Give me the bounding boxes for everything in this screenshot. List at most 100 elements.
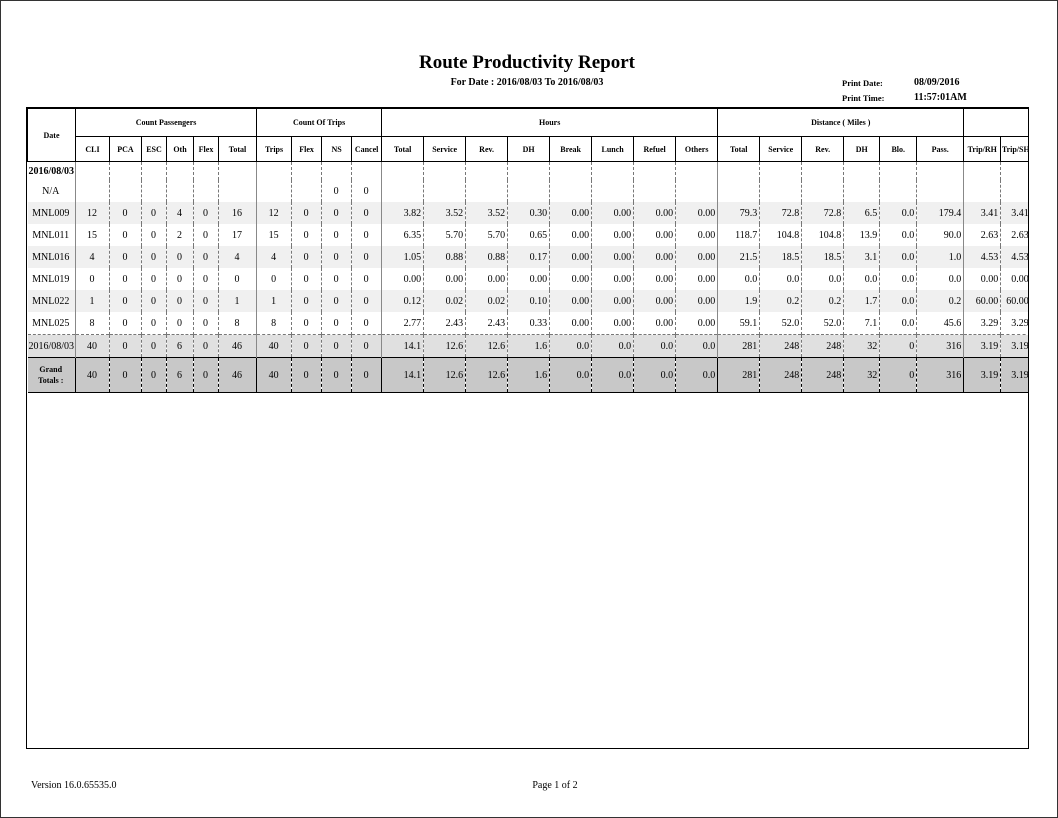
cell-dh: 32 [843, 357, 880, 393]
cell-triprh: 3.19 [963, 334, 1001, 358]
column-header: Total [717, 136, 761, 162]
cell-total: 0.00 [381, 268, 424, 290]
cell-total: 1.9 [717, 290, 760, 312]
version-label: Version 16.0.65535.0 [31, 780, 117, 791]
cell-refuel: 0.00 [633, 290, 676, 312]
cell-tripsh: 4.53 [1000, 246, 1028, 268]
cell-tripsh: 2.63 [1000, 224, 1028, 246]
cell-service [759, 180, 802, 202]
cell-esc: 0 [141, 268, 167, 290]
column-header: Total [217, 136, 258, 162]
cell-service: 248 [759, 334, 802, 358]
cell-ns: 0 [321, 312, 352, 335]
cell-pca: 0 [109, 312, 142, 335]
row-label: N/A [42, 185, 60, 197]
cell-lunch: 0.00 [591, 312, 634, 335]
table-row: Grand Totals :40 0 0 6 0 46 40 0 0 0 14.1 12.6 12.6 1… [27, 357, 1028, 393]
group-ratios [963, 108, 1028, 137]
column-header: Flex [193, 136, 219, 162]
cell-flex: 0 [193, 357, 219, 393]
cell-trips: 40 [256, 334, 292, 358]
cell-pass: 316 [916, 334, 964, 358]
cell-lunch: 0.00 [591, 290, 634, 312]
cell-break: 0.00 [549, 202, 592, 224]
cell-dh: 0.33 [507, 312, 550, 335]
cell-break [549, 180, 592, 202]
cell-cli: 40 [75, 357, 110, 393]
cell-flex: 0 [291, 246, 322, 268]
empty-cell [193, 161, 219, 180]
cell-cancel: 0 [351, 290, 382, 312]
cell-ns: 0 [321, 290, 352, 312]
cell-pca: 0 [109, 268, 142, 290]
group-distance: Distance ( Miles ) [717, 108, 965, 137]
report-date-range: For Date : 2016/08/03 To 2016/08/03 [450, 77, 604, 88]
cell-refuel: 0.00 [633, 246, 676, 268]
column-header: Total [381, 136, 425, 162]
cell-service: 0.0 [759, 268, 802, 290]
cell-dh: 7.1 [843, 312, 880, 335]
cell-pca: 0 [109, 202, 142, 224]
cell-esc: 0 [141, 334, 167, 358]
cell-total: 14.1 [381, 334, 424, 358]
cell-trips [256, 180, 292, 202]
cell-total [217, 180, 257, 202]
date-header: Date [27, 108, 76, 162]
print-time-label: Print Time: [842, 93, 885, 103]
cell-dh: 0.30 [507, 202, 550, 224]
cell-blo [879, 180, 917, 202]
cell-lunch: 0.00 [591, 268, 634, 290]
cell-dh: 0.10 [507, 290, 550, 312]
cell-dh: 0.00 [507, 268, 550, 290]
cell-ns: 0 [321, 180, 352, 202]
cell-cancel: 0 [351, 224, 382, 246]
cell-rev: 18.5 [801, 246, 844, 268]
cell-tripsh: 3.41 [1000, 202, 1028, 224]
cell-oth: 0 [166, 268, 194, 290]
cell-trips: 1 [256, 290, 292, 312]
empty-cell [166, 161, 194, 180]
cell-refuel: 0.00 [633, 312, 676, 335]
cell-total [381, 180, 424, 202]
cell-trips: 40 [256, 357, 292, 393]
cell-others: 0.00 [675, 246, 718, 268]
cell-triprh: 4.53 [963, 246, 1001, 268]
column-header: ESC [141, 136, 167, 162]
cell-esc: 0 [141, 312, 167, 335]
cell-triprh: 3.19 [963, 357, 1001, 393]
cell-dh: 0.0 [843, 268, 880, 290]
cell-flex: 0 [291, 268, 322, 290]
cell-rev: 3.52 [465, 202, 508, 224]
group-hours: Hours [381, 108, 719, 137]
cell-cli: 40 [75, 334, 110, 358]
cell-break: 0.00 [549, 312, 592, 335]
cell-total: 59.1 [717, 312, 760, 335]
row-label: MNL016 [27, 246, 76, 268]
cell-total: 21.5 [717, 246, 760, 268]
cell-cli: 4 [75, 246, 110, 268]
cell-cli: 15 [75, 224, 110, 246]
cell-ns: 0 [321, 357, 352, 393]
cell-blo: 0.0 [879, 246, 917, 268]
empty-cell [717, 161, 760, 180]
empty-cell [351, 161, 382, 180]
row-label: Grand Totals : [27, 357, 76, 393]
cell-ns: 0 [321, 224, 352, 246]
cell-service: 12.6 [423, 357, 466, 393]
cell-pca: 0 [109, 290, 142, 312]
cell-others [675, 180, 718, 202]
cell-total: 0.0 [717, 268, 760, 290]
cell-trips: 8 [256, 312, 292, 335]
cell-triprh: 2.63 [963, 224, 1001, 246]
cell-service: 0.02 [423, 290, 466, 312]
column-header: Oth [166, 136, 194, 162]
cell-cancel: 0 [351, 246, 382, 268]
cell-flex: 0 [291, 357, 322, 393]
cell-lunch: 0.0 [591, 334, 634, 358]
cell-tripsh: 60.00 [1000, 290, 1028, 312]
cell-tripsh: 3.19 [1000, 334, 1028, 358]
group-count-passengers: Count Passengers [74, 108, 258, 137]
column-header: Cancel [351, 136, 383, 162]
cell-cancel: 0 [351, 180, 382, 202]
cell-flex: 0 [291, 202, 322, 224]
